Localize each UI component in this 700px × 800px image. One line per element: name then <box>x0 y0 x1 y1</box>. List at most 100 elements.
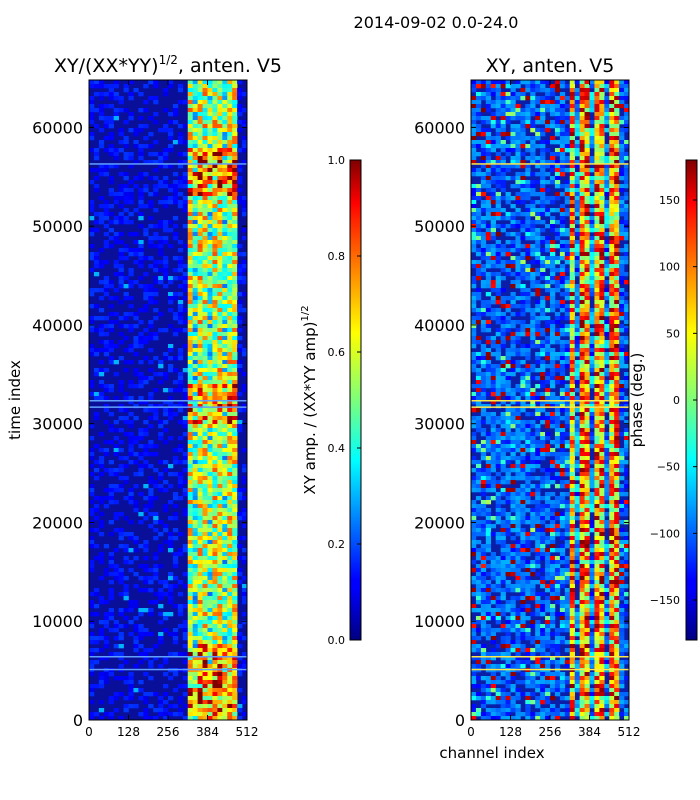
heatmap-cell <box>197 716 203 720</box>
heatmap-cell <box>187 288 193 293</box>
heatmap-cell <box>559 356 566 361</box>
heatmap-cell <box>148 360 154 365</box>
heatmap-cell <box>118 632 124 637</box>
heatmap-cell <box>232 416 238 421</box>
heatmap-cell <box>584 352 590 357</box>
heatmap-cell <box>584 96 590 101</box>
heatmap-cell <box>589 292 595 297</box>
heatmap-cell <box>187 596 193 601</box>
heatmap-cell <box>525 80 531 85</box>
heatmap-cell <box>192 420 198 425</box>
heatmap-cell <box>118 216 124 221</box>
heatmap-cell <box>192 124 198 129</box>
heatmap-cell <box>172 504 179 509</box>
heatmap-cell <box>232 144 238 149</box>
heatmap-cell <box>93 416 100 421</box>
heatmap-cell <box>520 324 526 329</box>
left-y-axis-label: time index <box>6 360 24 440</box>
heatmap-cell <box>584 256 590 261</box>
heatmap-cell <box>242 212 247 217</box>
heatmap-cell <box>227 124 233 129</box>
heatmap-cell <box>480 224 487 229</box>
heatmap-cell <box>212 168 218 173</box>
heatmap-cell <box>207 516 213 521</box>
heatmap-cell <box>138 188 144 193</box>
heatmap-cell <box>599 268 605 273</box>
heatmap-cell <box>545 96 551 101</box>
heatmap-cell <box>540 340 546 345</box>
heatmap-cell <box>118 488 124 493</box>
heatmap-cell <box>187 348 193 353</box>
heatmap-cell <box>187 612 193 617</box>
heatmap-cell <box>559 264 566 269</box>
heatmap-cell <box>187 496 193 501</box>
heatmap-cell <box>579 208 585 213</box>
heatmap-cell <box>500 344 506 349</box>
heatmap-cell <box>545 124 551 129</box>
heatmap-cell <box>227 92 233 97</box>
heatmap-cell <box>197 712 203 717</box>
heatmap-cell <box>222 396 228 401</box>
heatmap-cell <box>559 204 566 209</box>
heatmap-cell <box>168 696 174 701</box>
heatmap-cell <box>197 512 203 517</box>
heatmap-cell <box>594 352 600 357</box>
heatmap-cell <box>569 284 575 289</box>
heatmap-cell <box>197 108 203 113</box>
heatmap-cell <box>187 320 193 325</box>
heatmap-cell <box>217 288 223 293</box>
heatmap-cell <box>89 244 95 249</box>
heatmap-cell <box>197 408 203 413</box>
heatmap-cell <box>500 168 506 173</box>
heatmap-cell <box>187 332 193 337</box>
heatmap-cell <box>619 220 625 225</box>
heatmap-cell <box>192 464 198 469</box>
heatmap-cell <box>168 404 174 409</box>
heatmap-cell <box>579 308 585 313</box>
heatmap-cell <box>93 612 100 617</box>
heatmap-cell <box>564 104 571 109</box>
heatmap-cell <box>574 104 580 109</box>
heatmap-cell <box>197 548 203 553</box>
heatmap-cell <box>187 172 193 177</box>
heatmap-cell <box>118 204 124 209</box>
heatmap-cell <box>128 296 134 301</box>
heatmap-cell <box>163 92 169 97</box>
heatmap-cell <box>227 616 233 621</box>
heatmap-cell <box>510 312 516 317</box>
heatmap-cell <box>559 256 566 261</box>
heatmap-cell <box>227 84 233 89</box>
heatmap-cell <box>192 488 198 493</box>
heatmap-cell <box>227 232 233 237</box>
heatmap-cell <box>222 324 228 329</box>
heatmap-cell <box>545 188 551 193</box>
heatmap-cell <box>172 556 179 561</box>
heatmap-cell <box>599 212 605 217</box>
heatmap-cell <box>158 472 164 477</box>
heatmap-cell <box>192 424 198 429</box>
heatmap-cell <box>222 292 228 297</box>
heatmap-cell <box>207 112 213 117</box>
heatmap-cell <box>222 656 228 661</box>
heatmap-cell <box>232 336 238 341</box>
heatmap-cell <box>158 220 164 225</box>
heatmap-cell <box>227 644 233 649</box>
heatmap-cell <box>197 184 203 189</box>
heatmap-cell <box>187 416 193 421</box>
heatmap-cell <box>609 360 615 365</box>
heatmap-cell <box>485 304 492 309</box>
heatmap-cell <box>197 284 203 289</box>
heatmap-cell <box>485 244 492 249</box>
heatmap-cell <box>505 192 511 197</box>
heatmap-cell <box>138 108 144 113</box>
heatmap-cell <box>118 512 124 517</box>
heatmap-cell <box>163 128 169 133</box>
heatmap-cell <box>579 312 585 317</box>
heatmap-cell <box>113 156 119 161</box>
heatmap-cell <box>187 484 193 489</box>
heatmap-cell <box>599 120 605 125</box>
heatmap-cell <box>569 340 575 345</box>
heatmap-cell <box>619 160 625 165</box>
heatmap-cell <box>217 252 223 257</box>
heatmap-cell <box>485 108 492 113</box>
